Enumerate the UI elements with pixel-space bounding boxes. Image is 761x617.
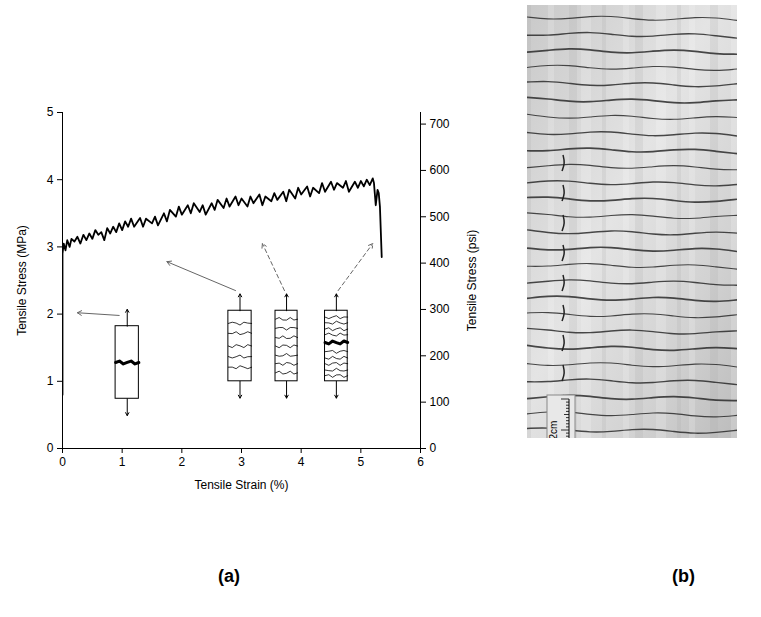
svg-text:4: 4 — [47, 173, 54, 187]
svg-text:5: 5 — [47, 105, 54, 119]
svg-text:3: 3 — [47, 240, 54, 254]
svg-text:100: 100 — [430, 395, 450, 409]
svg-text:200: 200 — [430, 349, 450, 363]
svg-text:3: 3 — [238, 455, 245, 469]
svg-text:0: 0 — [59, 455, 66, 469]
html-text:(a): (a) — [218, 566, 240, 586]
svg-text:1: 1 — [119, 455, 126, 469]
svg-text:Tensile Stress (psi): Tensile Stress (psi) — [465, 230, 479, 331]
svg-text:0: 0 — [47, 441, 54, 455]
svg-text:600: 600 — [430, 163, 450, 177]
html-text:(b): (b) — [672, 566, 695, 586]
svg-text:400: 400 — [430, 256, 450, 270]
svg-text:5: 5 — [357, 455, 364, 469]
svg-text:0: 0 — [430, 441, 437, 455]
svg-text:2: 2 — [178, 455, 185, 469]
svg-text:Tensile Strain (%): Tensile Strain (%) — [194, 478, 288, 492]
svg-text:700: 700 — [430, 117, 450, 131]
svg-text:Tensile Stress (MPa): Tensile Stress (MPa) — [15, 225, 29, 336]
svg-text:6: 6 — [417, 455, 424, 469]
svg-text:500: 500 — [430, 210, 450, 224]
svg-text:1: 1 — [47, 374, 54, 388]
svg-text:4: 4 — [298, 455, 305, 469]
svg-text:300: 300 — [430, 302, 450, 316]
svg-text:2cm: 2cm — [548, 421, 559, 438]
svg-text:2: 2 — [47, 307, 54, 321]
